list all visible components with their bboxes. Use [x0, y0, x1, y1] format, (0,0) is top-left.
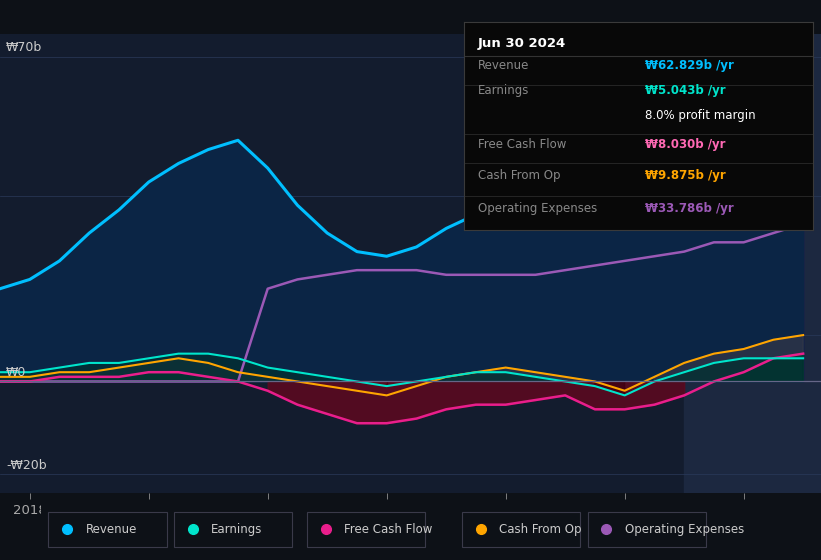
- Text: Free Cash Flow: Free Cash Flow: [344, 522, 433, 536]
- Text: Operating Expenses: Operating Expenses: [625, 522, 744, 536]
- Text: Revenue: Revenue: [478, 59, 530, 72]
- Text: ₩5.043b /yr: ₩5.043b /yr: [645, 84, 726, 97]
- Text: Cash From Op: Cash From Op: [478, 169, 560, 182]
- Text: Revenue: Revenue: [85, 522, 137, 536]
- Text: ₩62.829b /yr: ₩62.829b /yr: [645, 59, 734, 72]
- Text: ₩0: ₩0: [6, 366, 26, 379]
- Text: 8.0% profit margin: 8.0% profit margin: [645, 109, 756, 122]
- Text: ₩33.786b /yr: ₩33.786b /yr: [645, 202, 734, 216]
- Text: ₩70b: ₩70b: [6, 41, 42, 54]
- Text: Earnings: Earnings: [211, 522, 263, 536]
- Text: Earnings: Earnings: [478, 84, 530, 97]
- Text: Operating Expenses: Operating Expenses: [478, 202, 597, 216]
- Text: Jun 30 2024: Jun 30 2024: [478, 37, 566, 50]
- Text: ₩8.030b /yr: ₩8.030b /yr: [645, 138, 726, 151]
- Bar: [684, 34, 821, 493]
- Text: ₩9.875b /yr: ₩9.875b /yr: [645, 169, 726, 182]
- Text: Cash From Op: Cash From Op: [499, 522, 581, 536]
- Text: Free Cash Flow: Free Cash Flow: [478, 138, 566, 151]
- Text: -₩20b: -₩20b: [6, 459, 47, 472]
